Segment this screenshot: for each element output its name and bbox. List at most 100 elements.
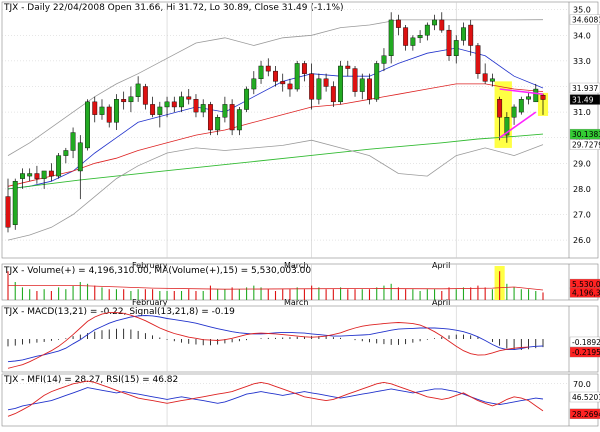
price-right-label-2-bg [569,94,600,105]
candle-body [171,101,177,108]
candle-body [511,106,517,118]
ma_green-line [7,133,544,190]
mfi-tick-label: 70.0 [573,380,591,389]
price-tick-label: 31.0 [573,108,591,117]
mfi-panel: 70.0 46.5201 28.2694 [1,373,600,427]
macd-right-label-1: -0.2195 [572,348,600,357]
candle-body [56,155,62,177]
upper_band-line [7,19,544,156]
trendline-1 [499,111,537,139]
candle-body [222,104,228,118]
month-label-february: February [132,261,168,270]
price-right-label-1: 31.937 [572,84,598,93]
candle-body [12,180,18,225]
trendline-0 [499,88,544,95]
candle-body [338,65,344,103]
candle-body [301,63,307,74]
candle-body [150,104,156,115]
price-panel-header: TJX - Daily 22/04/2008 Open 31.66, Hi 31… [3,3,344,13]
candle-body [374,63,380,100]
candle-body [497,99,503,118]
candle-body [489,78,495,82]
price-tick-label: 29.0 [573,159,591,168]
candle-body [330,86,336,103]
mfi-right-label-1-bg [569,408,600,420]
candle-body [468,24,474,46]
candle-body [526,96,531,100]
macd-panel-header: TJX - MACD(13,21) = -0.22, Signal(13,21,… [3,307,235,317]
mfi-line [7,380,544,417]
candle-body [504,116,510,136]
candle-body [70,132,76,151]
candle-body [5,196,11,228]
candle-body [533,88,539,103]
candle-body [453,40,459,56]
candle-body [20,173,25,179]
candle-body [417,35,423,39]
candle-body [258,65,264,80]
candle-body [287,83,293,90]
candle-body [432,19,437,26]
candle-body [215,116,221,131]
candle-body [106,106,112,123]
candle-body [186,96,192,100]
candle-body [157,106,163,115]
month-label-march: March [284,261,308,270]
volume-right-label-1-bg [569,287,600,298]
candle-body [179,96,184,108]
candle-body [540,94,546,100]
mfi-right-label-0-bg [569,391,600,403]
candle-body [244,88,250,110]
candle-body [92,101,98,115]
macd-right-label-0: -0.189297 [572,338,600,347]
candle-body [34,173,40,179]
candle-body [85,101,90,149]
candle-body [475,45,481,74]
candle-body [128,96,134,103]
candle-body [388,19,394,56]
candle-body [424,24,430,36]
candle-body [518,99,524,113]
price-tick-label: 26.0 [573,236,591,245]
candle-body [323,78,329,87]
candle-body [48,170,54,177]
candle-body [63,150,69,156]
month-label-march-vol: March [284,298,308,307]
candle-body [251,78,257,90]
price-tick-label: 27.0 [573,210,591,219]
macd-line [7,315,544,363]
volume-panel: 5,530,0034,196,310 [1,263,600,301]
candle-body [316,78,322,100]
candle-body [164,101,170,108]
candle-body [352,68,358,92]
month-label-february-vol: February [132,298,168,307]
mfi-right-label-1: 28.2694 [572,410,600,419]
macd-panel: -0.189297-0.2195 [1,305,600,373]
rsi-line [7,387,544,411]
mfi-right-label-0: 46.5201 [572,393,600,402]
price-panel: 35.034.033.032.031.030.029.028.027.026.0… [1,1,600,259]
candle-body [200,104,206,113]
mfi-panel-header: TJX - MFI(14) = 28.27, RSI(15) = 46.82 [3,375,178,385]
price-tick-label: 35.0 [573,6,591,15]
candle-body [207,104,213,131]
candle-body [280,81,286,85]
price-right-label-0-bg [569,14,600,25]
candle-body [99,106,105,115]
candle-body [236,109,242,131]
month-label-april-vol: April [432,298,450,307]
candle-body [446,29,452,56]
candle-body [367,78,372,100]
candle-body [135,83,141,97]
price-right-label-4: 29.7279 [572,141,600,150]
candle-body [403,27,409,46]
candle-body [359,78,365,92]
candle-body [193,99,199,113]
lower_band-line [7,139,544,241]
candle-body [41,170,47,179]
candle-body [410,37,416,46]
candle-body [345,65,351,69]
candle-body [114,99,119,123]
candle-body [309,73,315,100]
